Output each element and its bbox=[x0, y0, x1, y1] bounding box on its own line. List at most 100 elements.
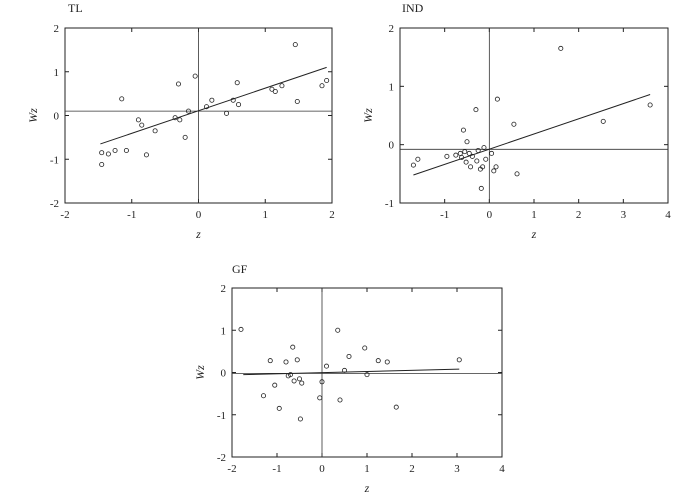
data-point bbox=[182, 134, 188, 140]
y-tick-label: -2 bbox=[217, 452, 226, 464]
y-tick-label: 1 bbox=[54, 67, 60, 79]
regression-line bbox=[413, 94, 651, 176]
panel-title: GF bbox=[232, 262, 248, 276]
data-point bbox=[290, 344, 296, 350]
data-point bbox=[493, 164, 499, 170]
x-tick-label: 2 bbox=[329, 209, 335, 221]
y-tick-label: 2 bbox=[221, 283, 227, 295]
data-point bbox=[474, 158, 480, 164]
data-point bbox=[294, 99, 300, 105]
data-point bbox=[335, 327, 341, 333]
data-point bbox=[123, 147, 129, 153]
data-point bbox=[456, 357, 462, 363]
y-axis-label: Wz bbox=[26, 108, 40, 123]
x-tick-label: 2 bbox=[409, 463, 415, 475]
data-point bbox=[473, 107, 479, 113]
data-point bbox=[267, 358, 273, 364]
x-tick-label: 4 bbox=[665, 209, 671, 221]
x-tick-label: -1 bbox=[440, 209, 449, 221]
data-point bbox=[469, 153, 475, 159]
data-point bbox=[444, 153, 450, 159]
x-tick-label: 0 bbox=[487, 209, 493, 221]
data-point bbox=[112, 147, 118, 153]
data-point bbox=[269, 86, 275, 92]
data-point bbox=[463, 159, 469, 165]
data-point bbox=[135, 117, 141, 123]
data-point bbox=[362, 345, 368, 351]
y-tick-label: 0 bbox=[389, 140, 395, 152]
x-tick-label: 2 bbox=[576, 209, 582, 221]
data-point bbox=[466, 150, 472, 156]
x-tick-label: 0 bbox=[319, 463, 325, 475]
data-point bbox=[139, 122, 145, 128]
data-point bbox=[415, 156, 421, 162]
panel-title: IND bbox=[402, 1, 424, 15]
data-point bbox=[558, 45, 564, 51]
x-tick-label: -1 bbox=[127, 209, 136, 221]
data-point bbox=[279, 83, 285, 89]
x-axis-label: z bbox=[364, 481, 370, 495]
data-point bbox=[464, 139, 470, 145]
data-point bbox=[346, 353, 352, 359]
data-point bbox=[234, 80, 240, 86]
regression-line bbox=[243, 368, 460, 376]
panel-ind: IND -1 0 1 2 3 4 -1 0 1 2 z Wz bbox=[361, 1, 671, 241]
data-point bbox=[393, 404, 399, 410]
x-tick-label: 3 bbox=[621, 209, 627, 221]
data-point bbox=[192, 73, 198, 79]
data-point bbox=[319, 83, 325, 89]
data-point bbox=[296, 376, 302, 382]
data-point bbox=[317, 395, 323, 401]
data-point bbox=[337, 397, 343, 403]
y-tick-label: 2 bbox=[54, 23, 60, 35]
data-point bbox=[600, 118, 606, 124]
x-tick-label: 0 bbox=[196, 209, 202, 221]
x-tick-label: 1 bbox=[263, 209, 269, 221]
data-point bbox=[647, 102, 653, 108]
data-point bbox=[324, 78, 330, 84]
data-point bbox=[175, 81, 181, 87]
data-point bbox=[480, 164, 486, 170]
data-point bbox=[283, 359, 289, 365]
panel-title: TL bbox=[68, 1, 83, 15]
data-point bbox=[276, 405, 282, 411]
data-point bbox=[375, 358, 381, 364]
x-tick-label: 1 bbox=[531, 209, 537, 221]
y-axis-label: Wz bbox=[361, 108, 375, 123]
data-point bbox=[177, 117, 183, 123]
data-point bbox=[323, 363, 329, 369]
data-point bbox=[260, 393, 266, 399]
data-point bbox=[364, 372, 370, 378]
x-tick-label: 1 bbox=[364, 463, 370, 475]
x-tick-label: 4 bbox=[499, 463, 505, 475]
y-tick-label: -1 bbox=[385, 198, 394, 210]
data-point bbox=[292, 42, 298, 48]
y-axis-label: Wz bbox=[193, 365, 207, 380]
data-point bbox=[475, 147, 481, 153]
data-point bbox=[489, 150, 495, 156]
y-tick-label: -1 bbox=[217, 410, 226, 422]
regression-line bbox=[100, 66, 327, 145]
data-point bbox=[491, 168, 497, 174]
data-point bbox=[172, 115, 178, 121]
data-point bbox=[143, 152, 149, 158]
data-point bbox=[341, 367, 347, 373]
data-point bbox=[224, 110, 230, 116]
data-point bbox=[185, 108, 191, 114]
data-point bbox=[511, 121, 517, 127]
data-point bbox=[272, 382, 278, 388]
data-point bbox=[204, 104, 210, 110]
x-axis-label: z bbox=[195, 227, 201, 241]
data-point bbox=[230, 97, 236, 103]
data-point bbox=[152, 128, 158, 134]
data-point bbox=[287, 372, 293, 378]
y-tick-label: 1 bbox=[389, 81, 395, 93]
x-tick-label: -2 bbox=[227, 463, 236, 475]
data-point bbox=[481, 145, 487, 151]
data-point bbox=[238, 326, 244, 332]
y-tick-label: 0 bbox=[54, 111, 60, 123]
panel-gf: GF -2 -1 0 1 2 3 4 -2 -1 0 1 2 z Wz bbox=[193, 262, 505, 495]
data-point bbox=[209, 97, 215, 103]
data-point bbox=[99, 150, 105, 156]
data-point bbox=[483, 156, 489, 162]
